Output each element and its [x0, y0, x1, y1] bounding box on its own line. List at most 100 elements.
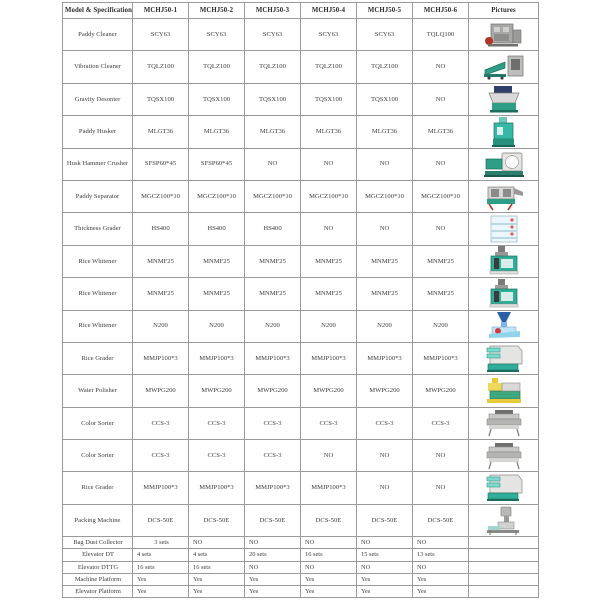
spec-cell: MNMF25	[132, 244, 189, 279]
spec-cell: TQSX100	[300, 82, 357, 117]
spec-cell: CCS-3	[132, 406, 189, 441]
spec-cell: DCS-50E	[412, 503, 469, 538]
spec-cell: NO	[356, 471, 413, 505]
spec-cell: NO	[300, 536, 357, 550]
spec-cell: MLGT36	[356, 115, 413, 149]
spec-cell: NO	[412, 82, 469, 117]
rice-grader-icon	[471, 473, 536, 503]
row-label-machine: Packing Machine	[62, 503, 133, 538]
spec-cell: Yes	[244, 584, 301, 599]
vibration-cleaner-icon	[471, 52, 536, 82]
column-header-mchj50-1: MCHJ50-1	[132, 2, 189, 19]
spec-cell: NO	[412, 536, 469, 550]
spec-cell: MMJP100*3	[244, 341, 301, 376]
rice-whitener-n200-icon	[471, 311, 536, 341]
spec-cell: NO	[300, 560, 357, 574]
spec-cell: Yes	[132, 584, 189, 599]
spec-cell: MNMF25	[300, 277, 357, 311]
spec-cell: MWPG200	[244, 374, 301, 408]
spec-cell: CCS-3	[188, 406, 245, 441]
table-row: Rice Whitener N200 N200 N200 N200 N200 N200	[62, 309, 539, 343]
spec-cell: 20 sets	[244, 548, 301, 562]
spec-cell: HS400	[188, 212, 245, 246]
table-row: Paddy Separator MGCZ100*10 MGCZ100*10 MGCZ1…	[62, 179, 539, 214]
spec-cell: N200	[244, 309, 301, 343]
spec-cell: TQLQ100	[412, 17, 469, 52]
row-label-machine: Vibration Cleaner	[62, 50, 133, 84]
empty-picture-cell	[468, 548, 539, 562]
machine-picture-cell	[468, 115, 539, 149]
table-row: Paddy Husker MLGT36 MLGT36 MLGT36 MLGT36 MLGT…	[62, 115, 539, 149]
row-label-machine: Paddy Husker	[62, 115, 133, 149]
spec-cell: MGCZ100*10	[132, 179, 189, 214]
column-header-mchj50-2: MCHJ50-2	[188, 2, 245, 19]
spec-cell: CCS-3	[132, 439, 189, 473]
table-row: Machine Platform Yes Yes Yes Yes Yes Yes	[62, 572, 539, 587]
row-label-machine: Water Polisher	[62, 374, 133, 408]
husk-hammer-crusher-icon	[471, 149, 536, 179]
spec-cell: Yes	[412, 584, 469, 599]
spec-cell: MMJP100*3	[412, 341, 469, 376]
spec-cell: MNMF25	[244, 244, 301, 279]
thickness-grader-icon	[471, 214, 536, 244]
empty-picture-cell	[468, 572, 539, 587]
spec-cell: MMJP100*3	[300, 341, 357, 376]
row-label-machine: Rice Grader	[62, 471, 133, 505]
row-label-component: Elevator DTTG	[62, 560, 133, 574]
table-row: Water Polisher MWPG200 MWPG200 MWPG200 MWPG2…	[62, 374, 539, 408]
spec-cell: 16 sets	[300, 548, 357, 562]
spec-cell: MNMF25	[132, 277, 189, 311]
rice-whitener-icon	[471, 246, 536, 276]
spec-cell: MNMF25	[188, 244, 245, 279]
table-row: Rice Whitener MNMF25 MNMF25 MNMF25 MNMF25 MNM…	[62, 277, 539, 311]
row-label-machine: Thickness Grader	[62, 212, 133, 246]
column-header-mchj50-5: MCHJ50-5	[356, 2, 413, 19]
table-row: Packing Machine DCS-50E DCS-50E DCS-50E DCS-…	[62, 503, 539, 538]
spec-cell: SCY63	[356, 17, 413, 52]
empty-picture-cell	[468, 536, 539, 550]
table-row: Paddy Cleaner SCY63 SCY63 SCY63 SCY63 SCY63 TQ…	[62, 17, 539, 52]
color-sorter-icon	[471, 441, 536, 471]
spec-cell: 3 sets	[132, 536, 189, 550]
table-row: Gravity Desonter TQSX100 TQSX100 TQSX100 TQS…	[62, 82, 539, 117]
spec-cell: SCY63	[132, 17, 189, 52]
spec-cell: HS400	[244, 212, 301, 246]
spec-cell: N200	[412, 309, 469, 343]
machine-picture-cell	[468, 50, 539, 84]
row-label-machine: Paddy Cleaner	[62, 17, 133, 52]
spec-cell: MMJP100*3	[188, 471, 245, 505]
spec-cell: DCS-50E	[300, 503, 357, 538]
spec-cell: MWPG200	[188, 374, 245, 408]
spec-cell: SCY63	[244, 17, 301, 52]
spec-cell: SFSP60*45	[188, 147, 245, 181]
column-header-mchj50-3: MCHJ50-3	[244, 2, 301, 19]
spec-cell: DCS-50E	[132, 503, 189, 538]
machine-picture-cell	[468, 212, 539, 246]
spec-cell: 4 sets	[188, 548, 245, 562]
spec-cell: CCS-3	[300, 406, 357, 441]
spec-cell: Yes	[300, 572, 357, 587]
spec-cell: MWPG200	[356, 374, 413, 408]
table-row: Thickness Grader HS400 HS400 HS400 NO NO NO	[62, 212, 539, 246]
row-label-machine: Rice Grader	[62, 341, 133, 376]
table-body: Paddy Cleaner SCY63 SCY63 SCY63 SCY63 SCY63 TQ…	[62, 17, 539, 599]
table-header: Model & Specification MCHJ50-1 MCHJ50-2 …	[62, 2, 539, 19]
spec-cell: TQLZ100	[356, 50, 413, 84]
spec-cell: NO	[244, 560, 301, 574]
spec-cell: NO	[356, 560, 413, 574]
spec-cell: TQLZ100	[244, 50, 301, 84]
column-header-pictures: Pictures	[468, 2, 539, 19]
spec-cell: MLGT36	[412, 115, 469, 149]
water-polisher-icon	[471, 376, 536, 406]
spec-cell: NO	[412, 147, 469, 181]
spec-cell: NO	[356, 147, 413, 181]
spec-cell: 4 sets	[132, 548, 189, 562]
table-row: Elevator DT 4 sets 4 sets 20 sets 16 sets 15 …	[62, 548, 539, 562]
spec-cell: SFSP60*45	[132, 147, 189, 181]
row-label-machine: Rice Whitener	[62, 309, 133, 343]
row-label-machine: Gravity Desonter	[62, 82, 133, 117]
spec-cell: CCS-3	[412, 406, 469, 441]
header-row: Model & Specification MCHJ50-1 MCHJ50-2 …	[62, 2, 539, 19]
spec-cell: NO	[412, 212, 469, 246]
spec-cell: MNMF25	[356, 277, 413, 311]
